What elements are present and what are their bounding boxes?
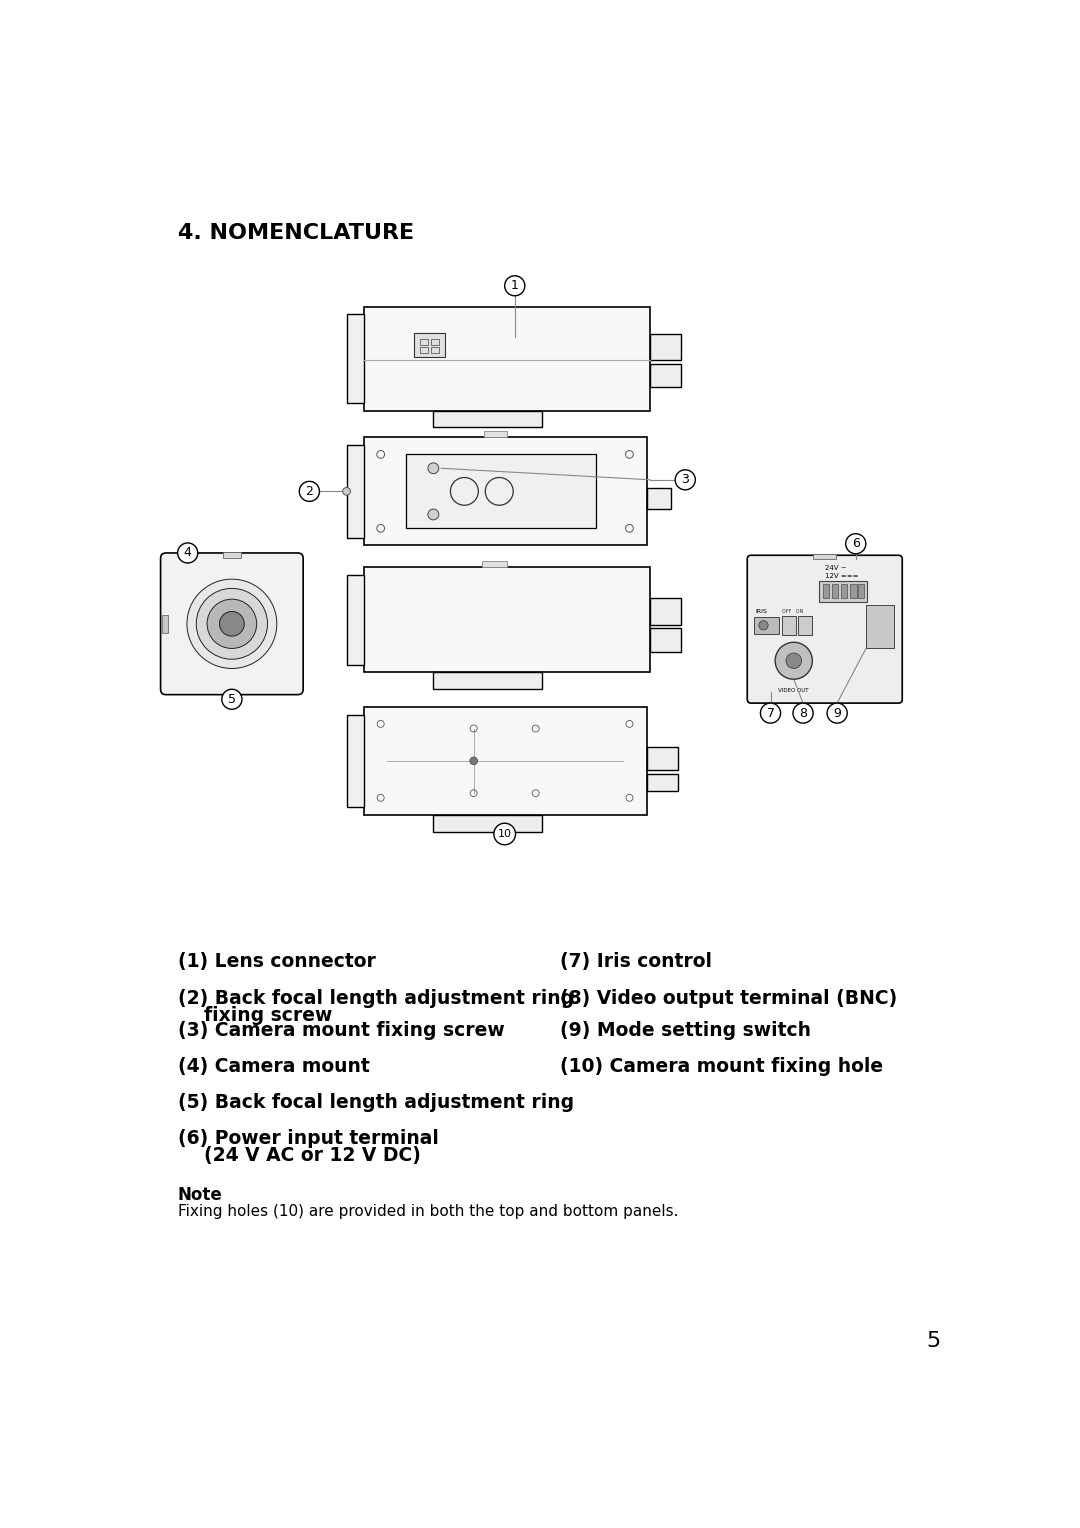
Bar xyxy=(347,575,364,665)
Text: 1: 1 xyxy=(511,280,518,292)
Bar xyxy=(482,561,507,567)
Circle shape xyxy=(197,588,268,659)
Circle shape xyxy=(221,689,242,709)
Circle shape xyxy=(177,542,198,562)
Text: ON/OFF: ON/OFF xyxy=(869,617,888,622)
Text: fixing screw: fixing screw xyxy=(177,1005,332,1025)
Bar xyxy=(782,616,796,634)
Text: OFF   ON: OFF ON xyxy=(782,610,804,614)
Bar xyxy=(850,584,856,597)
Circle shape xyxy=(504,275,525,296)
Text: 24V ~: 24V ~ xyxy=(825,565,847,571)
Bar xyxy=(647,775,677,792)
Text: Fixing holes (10) are provided in both the top and bottom panels.: Fixing holes (10) are provided in both t… xyxy=(177,1204,678,1219)
Text: 5: 5 xyxy=(228,692,235,706)
Bar xyxy=(364,567,650,672)
Circle shape xyxy=(786,652,801,668)
Bar xyxy=(414,333,445,358)
Bar xyxy=(841,584,847,597)
Text: Note: Note xyxy=(177,1186,222,1204)
Text: 8: 8 xyxy=(799,706,807,720)
Bar xyxy=(650,597,681,625)
Text: 3: 3 xyxy=(681,474,689,486)
Bar xyxy=(347,315,364,403)
Circle shape xyxy=(342,487,350,495)
Bar xyxy=(650,333,681,361)
Bar xyxy=(433,411,542,428)
Text: 5: 5 xyxy=(927,1331,941,1351)
Bar xyxy=(798,616,811,634)
Circle shape xyxy=(428,463,438,474)
Circle shape xyxy=(428,509,438,520)
Bar xyxy=(647,747,677,770)
Bar xyxy=(364,307,650,411)
Bar xyxy=(431,347,438,353)
Bar xyxy=(813,553,836,559)
Circle shape xyxy=(846,533,866,553)
FancyBboxPatch shape xyxy=(747,555,902,703)
Circle shape xyxy=(299,481,320,501)
Circle shape xyxy=(760,703,781,723)
Text: (10) Camera mount fixing hole: (10) Camera mount fixing hole xyxy=(559,1057,882,1076)
Circle shape xyxy=(219,611,244,636)
Text: (7) Iris control: (7) Iris control xyxy=(559,952,712,970)
Bar xyxy=(364,437,647,545)
Bar xyxy=(433,814,542,831)
Text: 4. NOMENCLATURE: 4. NOMENCLATURE xyxy=(177,223,414,243)
Bar xyxy=(347,445,364,538)
Text: 2: 2 xyxy=(306,484,313,498)
Text: 4: 4 xyxy=(184,547,191,559)
Bar xyxy=(754,617,779,634)
Text: (24 V AC or 12 V DC): (24 V AC or 12 V DC) xyxy=(177,1146,420,1164)
Circle shape xyxy=(207,599,257,648)
Text: BLC: BLC xyxy=(869,607,878,611)
Circle shape xyxy=(675,469,696,490)
Bar xyxy=(484,431,507,437)
Text: (2) Back focal length adjustment ring: (2) Back focal length adjustment ring xyxy=(177,989,573,1008)
Circle shape xyxy=(759,620,768,630)
Bar xyxy=(431,339,438,345)
Bar xyxy=(647,487,672,509)
Bar xyxy=(420,347,428,353)
Circle shape xyxy=(775,642,812,680)
Bar xyxy=(406,454,596,529)
Text: VIDEO OUT: VIDEO OUT xyxy=(779,688,809,692)
Text: (4) Camera mount: (4) Camera mount xyxy=(177,1057,369,1076)
Text: (3) Camera mount fixing screw: (3) Camera mount fixing screw xyxy=(177,1021,504,1041)
Text: (9) Mode setting switch: (9) Mode setting switch xyxy=(559,1021,811,1041)
Bar xyxy=(650,364,681,388)
Text: 10: 10 xyxy=(498,830,512,839)
Bar xyxy=(433,672,542,689)
Bar xyxy=(650,628,681,651)
Text: IRIS: IRIS xyxy=(756,610,768,614)
Circle shape xyxy=(793,703,813,723)
Text: 12V ===: 12V === xyxy=(825,573,859,579)
Circle shape xyxy=(470,756,477,764)
Bar xyxy=(347,715,364,807)
Bar xyxy=(222,552,241,558)
Text: 7: 7 xyxy=(767,706,774,720)
Circle shape xyxy=(494,824,515,845)
Circle shape xyxy=(827,703,847,723)
Text: 9: 9 xyxy=(833,706,841,720)
Text: (6) Power input terminal: (6) Power input terminal xyxy=(177,1129,438,1148)
Bar xyxy=(162,614,167,633)
Bar xyxy=(859,584,864,597)
Text: (8) Video output terminal (BNC): (8) Video output terminal (BNC) xyxy=(559,989,897,1008)
Text: (1) Lens connector: (1) Lens connector xyxy=(177,952,376,970)
FancyBboxPatch shape xyxy=(161,553,303,695)
Text: 6: 6 xyxy=(852,538,860,550)
Bar xyxy=(823,584,829,597)
Circle shape xyxy=(187,579,276,668)
Bar xyxy=(820,581,867,602)
Bar xyxy=(832,584,838,597)
Bar xyxy=(420,339,428,345)
Bar xyxy=(364,707,647,814)
Bar xyxy=(866,605,894,648)
Text: (5) Back focal length adjustment ring: (5) Back focal length adjustment ring xyxy=(177,1094,573,1112)
